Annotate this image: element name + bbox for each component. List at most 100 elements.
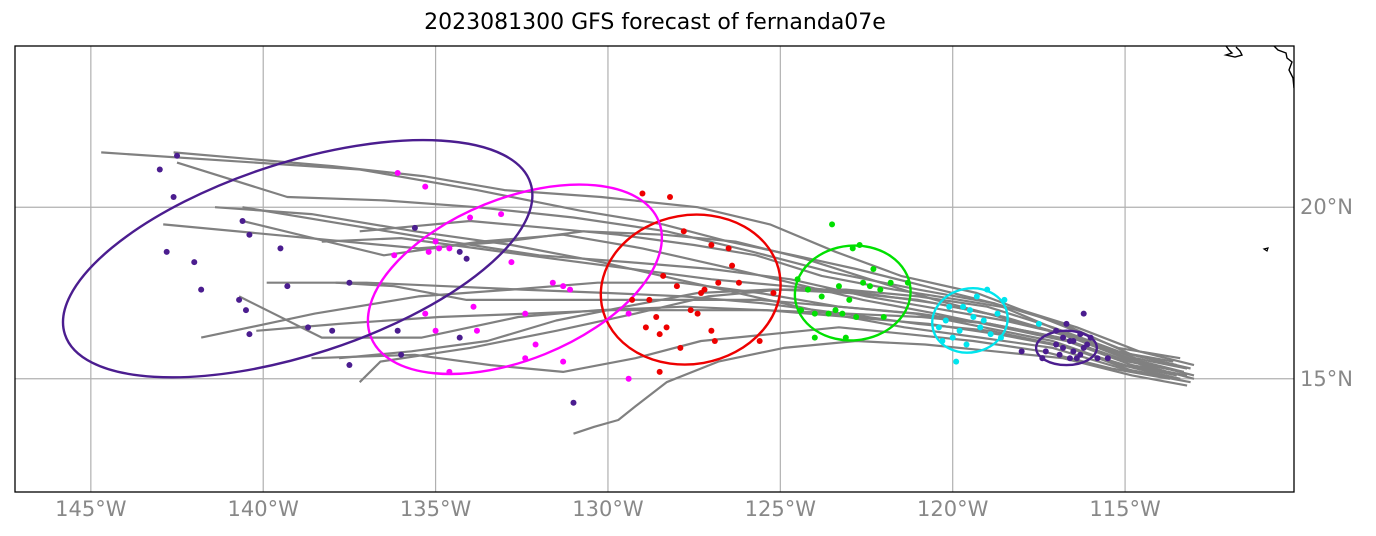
forecast-point-day-5 (498, 211, 505, 218)
forecast-point-day-3 (811, 334, 818, 341)
forecast-point-day-4 (756, 338, 763, 345)
forecast-point-day-3 (835, 283, 842, 290)
uncertainty-ellipses (61, 138, 1099, 379)
forecast-point-day-3 (904, 279, 911, 286)
forecast-point-day-6 (242, 307, 249, 314)
forecast-point-day-1 (1060, 344, 1067, 351)
forecast-point-day-3 (832, 307, 839, 314)
forecast-point-day-5 (549, 279, 556, 286)
uncertainty-ellipse-day-1 (1034, 329, 1099, 367)
forecast-point-day-6 (463, 255, 470, 262)
forecast-point-day-5 (446, 368, 453, 375)
forecast-point-day-2 (963, 341, 970, 348)
y-axis-ticks: 20°N 15°N (1300, 195, 1353, 391)
forecast-point-day-3 (804, 286, 811, 293)
forecast-point-day-3 (877, 286, 884, 293)
forecast-point-day-1 (1084, 341, 1091, 348)
forecast-point-day-2 (987, 331, 994, 338)
forecast-point-day-5 (422, 310, 429, 317)
x-tick-label: 140°W (228, 497, 300, 521)
forecast-point-day-5 (560, 283, 567, 290)
forecast-point-day-6 (305, 324, 312, 331)
forecast-point-day-1 (1066, 355, 1073, 362)
ensemble-tracks (101, 151, 1195, 435)
forecast-point-day-4 (667, 193, 674, 200)
forecast-point-day-6 (346, 362, 353, 369)
forecast-point-day-2 (956, 327, 963, 334)
forecast-point-day-4 (687, 307, 694, 314)
forecast-point-day-6 (239, 217, 246, 224)
forecast-point-day-2 (942, 317, 949, 324)
forecast-point-day-6 (156, 166, 163, 173)
forecast-point-day-4 (629, 296, 636, 303)
forecast-point-day-5 (432, 327, 439, 334)
forecast-point-day-1 (1094, 355, 1101, 362)
ensemble-track (214, 206, 1181, 380)
x-tick-label: 125°W (745, 497, 817, 521)
y-tick-label: 15°N (1300, 367, 1353, 391)
forecast-point-day-4 (656, 331, 663, 338)
ensemble-track (321, 237, 1195, 377)
forecast-point-day-1 (1070, 338, 1077, 345)
forecast-point-day-1 (1042, 348, 1049, 355)
forecast-point-day-4 (770, 290, 777, 297)
map-title: 2023081300 GFS forecast of fernanda07e (424, 10, 886, 35)
forecast-point-day-2 (1035, 320, 1042, 327)
forecast-point-day-3 (853, 314, 860, 321)
forecast-point-day-3 (829, 221, 836, 228)
forecast-point-day-2 (984, 286, 991, 293)
forecast-point-day-1 (1087, 334, 1094, 341)
forecast-point-day-3 (860, 279, 867, 286)
forecast-point-day-5 (394, 169, 401, 176)
forecast-point-day-4 (729, 262, 736, 269)
forecast-point-day-6 (170, 193, 177, 200)
forecast-point-day-3 (849, 245, 856, 252)
forecast-point-day-3 (856, 241, 863, 248)
forecast-point-day-6 (456, 248, 463, 255)
forecast-point-day-3 (880, 314, 887, 321)
forecast-point-day-3 (839, 310, 846, 317)
forecast-point-day-6 (277, 245, 284, 252)
ensemble-track (163, 223, 1184, 373)
forecast-point-day-2 (953, 358, 960, 365)
forecast-point-day-4 (656, 368, 663, 375)
x-tick-label: 130°W (572, 497, 644, 521)
forecast-point-day-5 (532, 341, 539, 348)
forecast-point-day-4 (694, 310, 701, 317)
forecast-point-day-6 (398, 351, 405, 358)
x-tick-label: 120°W (917, 497, 989, 521)
forecast-point-day-6 (174, 152, 181, 159)
forecast-point-day-6 (163, 248, 170, 255)
uncertainty-ellipse-day-3 (793, 244, 912, 342)
forecast-point-day-1 (1104, 355, 1111, 362)
forecast-point-day-6 (198, 286, 205, 293)
forecast-point-day-1 (1039, 355, 1046, 362)
forecast-point-day-5 (522, 310, 529, 317)
ensemble-track (335, 281, 1181, 380)
forecast-point-day-3 (870, 266, 877, 272)
forecast-point-day-5 (625, 310, 632, 317)
forecast-point-day-1 (1056, 351, 1063, 358)
forecast-point-day-4 (663, 324, 670, 331)
forecast-point-day-5 (470, 303, 477, 310)
forecast-point-day-2 (966, 307, 973, 314)
forecast-point-day-6 (246, 331, 253, 338)
forecast-point-day-6 (411, 224, 418, 231)
ensemble-track (359, 219, 1195, 367)
x-tick-label: 145°W (55, 497, 127, 521)
forecast-point-day-1 (1063, 320, 1070, 327)
forecast-point-day-1 (1080, 310, 1087, 317)
forecast-point-day-6 (394, 327, 401, 334)
map-frame (14, 45, 1295, 493)
forecast-point-day-6 (236, 296, 243, 303)
forecast-point-day-5 (473, 327, 480, 334)
forecast-point-day-2 (939, 338, 946, 345)
forecast-point-day-2 (977, 324, 984, 331)
forecast-point-day-4 (660, 272, 667, 279)
y-tick-label: 20°N (1300, 195, 1353, 219)
uncertainty-ellipse-day-2 (931, 287, 1009, 354)
ensemble-track (311, 326, 1171, 380)
forecast-point-day-1 (1018, 348, 1025, 355)
forecast-point-day-5 (432, 238, 439, 245)
